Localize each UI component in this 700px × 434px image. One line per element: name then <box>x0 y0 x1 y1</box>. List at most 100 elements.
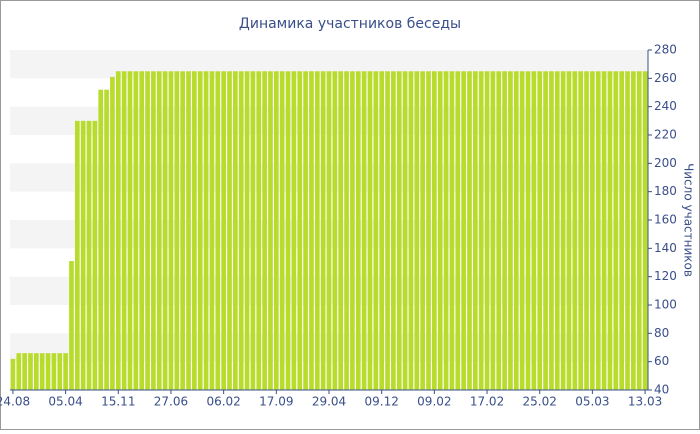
bar <box>338 71 344 390</box>
bar <box>303 71 308 390</box>
bar <box>209 71 215 390</box>
bar <box>320 71 326 390</box>
bar <box>227 71 232 390</box>
bar <box>449 71 455 390</box>
bar <box>631 71 636 390</box>
bar <box>519 71 525 390</box>
bar <box>566 71 572 390</box>
bar <box>63 353 68 390</box>
bar <box>279 71 285 390</box>
bar <box>572 71 578 390</box>
bar <box>502 71 507 390</box>
bar <box>613 71 619 390</box>
bar <box>244 71 250 390</box>
y-tick-label: 260 <box>654 71 677 85</box>
bar <box>256 71 262 390</box>
bar <box>273 71 279 390</box>
bar <box>636 71 642 390</box>
x-tick-label: 09.02 <box>417 395 451 409</box>
x-tick-label: 13.03 <box>628 395 662 409</box>
y-tick-label: 40 <box>654 383 669 397</box>
bar <box>233 71 238 390</box>
bar <box>513 71 519 390</box>
bar <box>180 71 186 390</box>
y-tick-label: 100 <box>654 298 677 312</box>
bar <box>28 353 33 390</box>
bar <box>508 71 513 390</box>
bar <box>344 71 349 390</box>
bar <box>478 71 484 390</box>
bar <box>584 71 589 390</box>
bar <box>496 71 502 390</box>
bar <box>455 71 461 390</box>
bar <box>467 71 472 390</box>
bar <box>145 71 150 390</box>
bar <box>484 71 490 390</box>
bar <box>543 71 548 390</box>
bar <box>490 71 496 390</box>
bar <box>57 353 63 390</box>
x-tick-label: 25.02 <box>523 395 557 409</box>
bar <box>396 71 402 390</box>
y-tick-label: 180 <box>654 184 677 198</box>
bar <box>332 71 338 390</box>
bar <box>379 71 385 390</box>
y-tick-label: 160 <box>654 213 677 227</box>
x-tick-label: 17.02 <box>470 395 504 409</box>
bar <box>238 71 244 390</box>
bar <box>92 120 98 390</box>
bar <box>110 76 115 391</box>
x-tick-label: 05.04 <box>48 395 82 409</box>
bar <box>121 71 127 390</box>
bar <box>156 71 162 390</box>
bar <box>80 120 86 390</box>
y-tick-label: 60 <box>654 354 669 368</box>
bar <box>215 71 221 390</box>
bar <box>309 71 314 390</box>
bar <box>10 358 16 390</box>
bar <box>74 120 80 390</box>
bar <box>367 71 373 390</box>
y-tick-label: 280 <box>654 43 677 57</box>
bar <box>22 353 27 390</box>
bar <box>250 71 256 390</box>
y-tick-label: 200 <box>654 156 677 170</box>
y-tick-label: 120 <box>654 269 677 283</box>
bar <box>221 71 226 390</box>
bar <box>162 71 168 390</box>
bar <box>104 89 109 391</box>
x-tick-label: 29.04 <box>312 395 346 409</box>
y-axis-label: Число участников <box>682 163 696 277</box>
bar <box>607 71 613 390</box>
bar <box>420 71 425 390</box>
bar <box>197 71 203 390</box>
bar <box>578 71 584 390</box>
x-tick-label: 17.09 <box>259 395 293 409</box>
bar <box>192 71 197 390</box>
bar <box>426 71 431 390</box>
bar <box>174 71 180 390</box>
x-tick-label: 15.11 <box>101 395 135 409</box>
bar <box>373 71 379 390</box>
bar <box>139 71 145 390</box>
bar <box>133 71 139 390</box>
x-tick-label: 06.02 <box>206 395 240 409</box>
x-tick-label: 27.06 <box>154 395 188 409</box>
bar <box>642 71 648 390</box>
bar <box>625 71 630 390</box>
bar <box>98 89 104 391</box>
bar <box>285 71 291 390</box>
bar <box>86 120 92 390</box>
bar <box>472 71 478 390</box>
bar <box>16 353 22 390</box>
chart-title: Динамика участников беседы <box>239 16 461 32</box>
bar <box>127 71 133 390</box>
x-tick-label: 09.12 <box>364 395 398 409</box>
bar <box>355 71 361 390</box>
bar <box>531 71 537 390</box>
bar <box>525 71 531 390</box>
bar <box>291 71 297 390</box>
bar <box>408 71 414 390</box>
y-tick-label: 240 <box>654 99 677 113</box>
